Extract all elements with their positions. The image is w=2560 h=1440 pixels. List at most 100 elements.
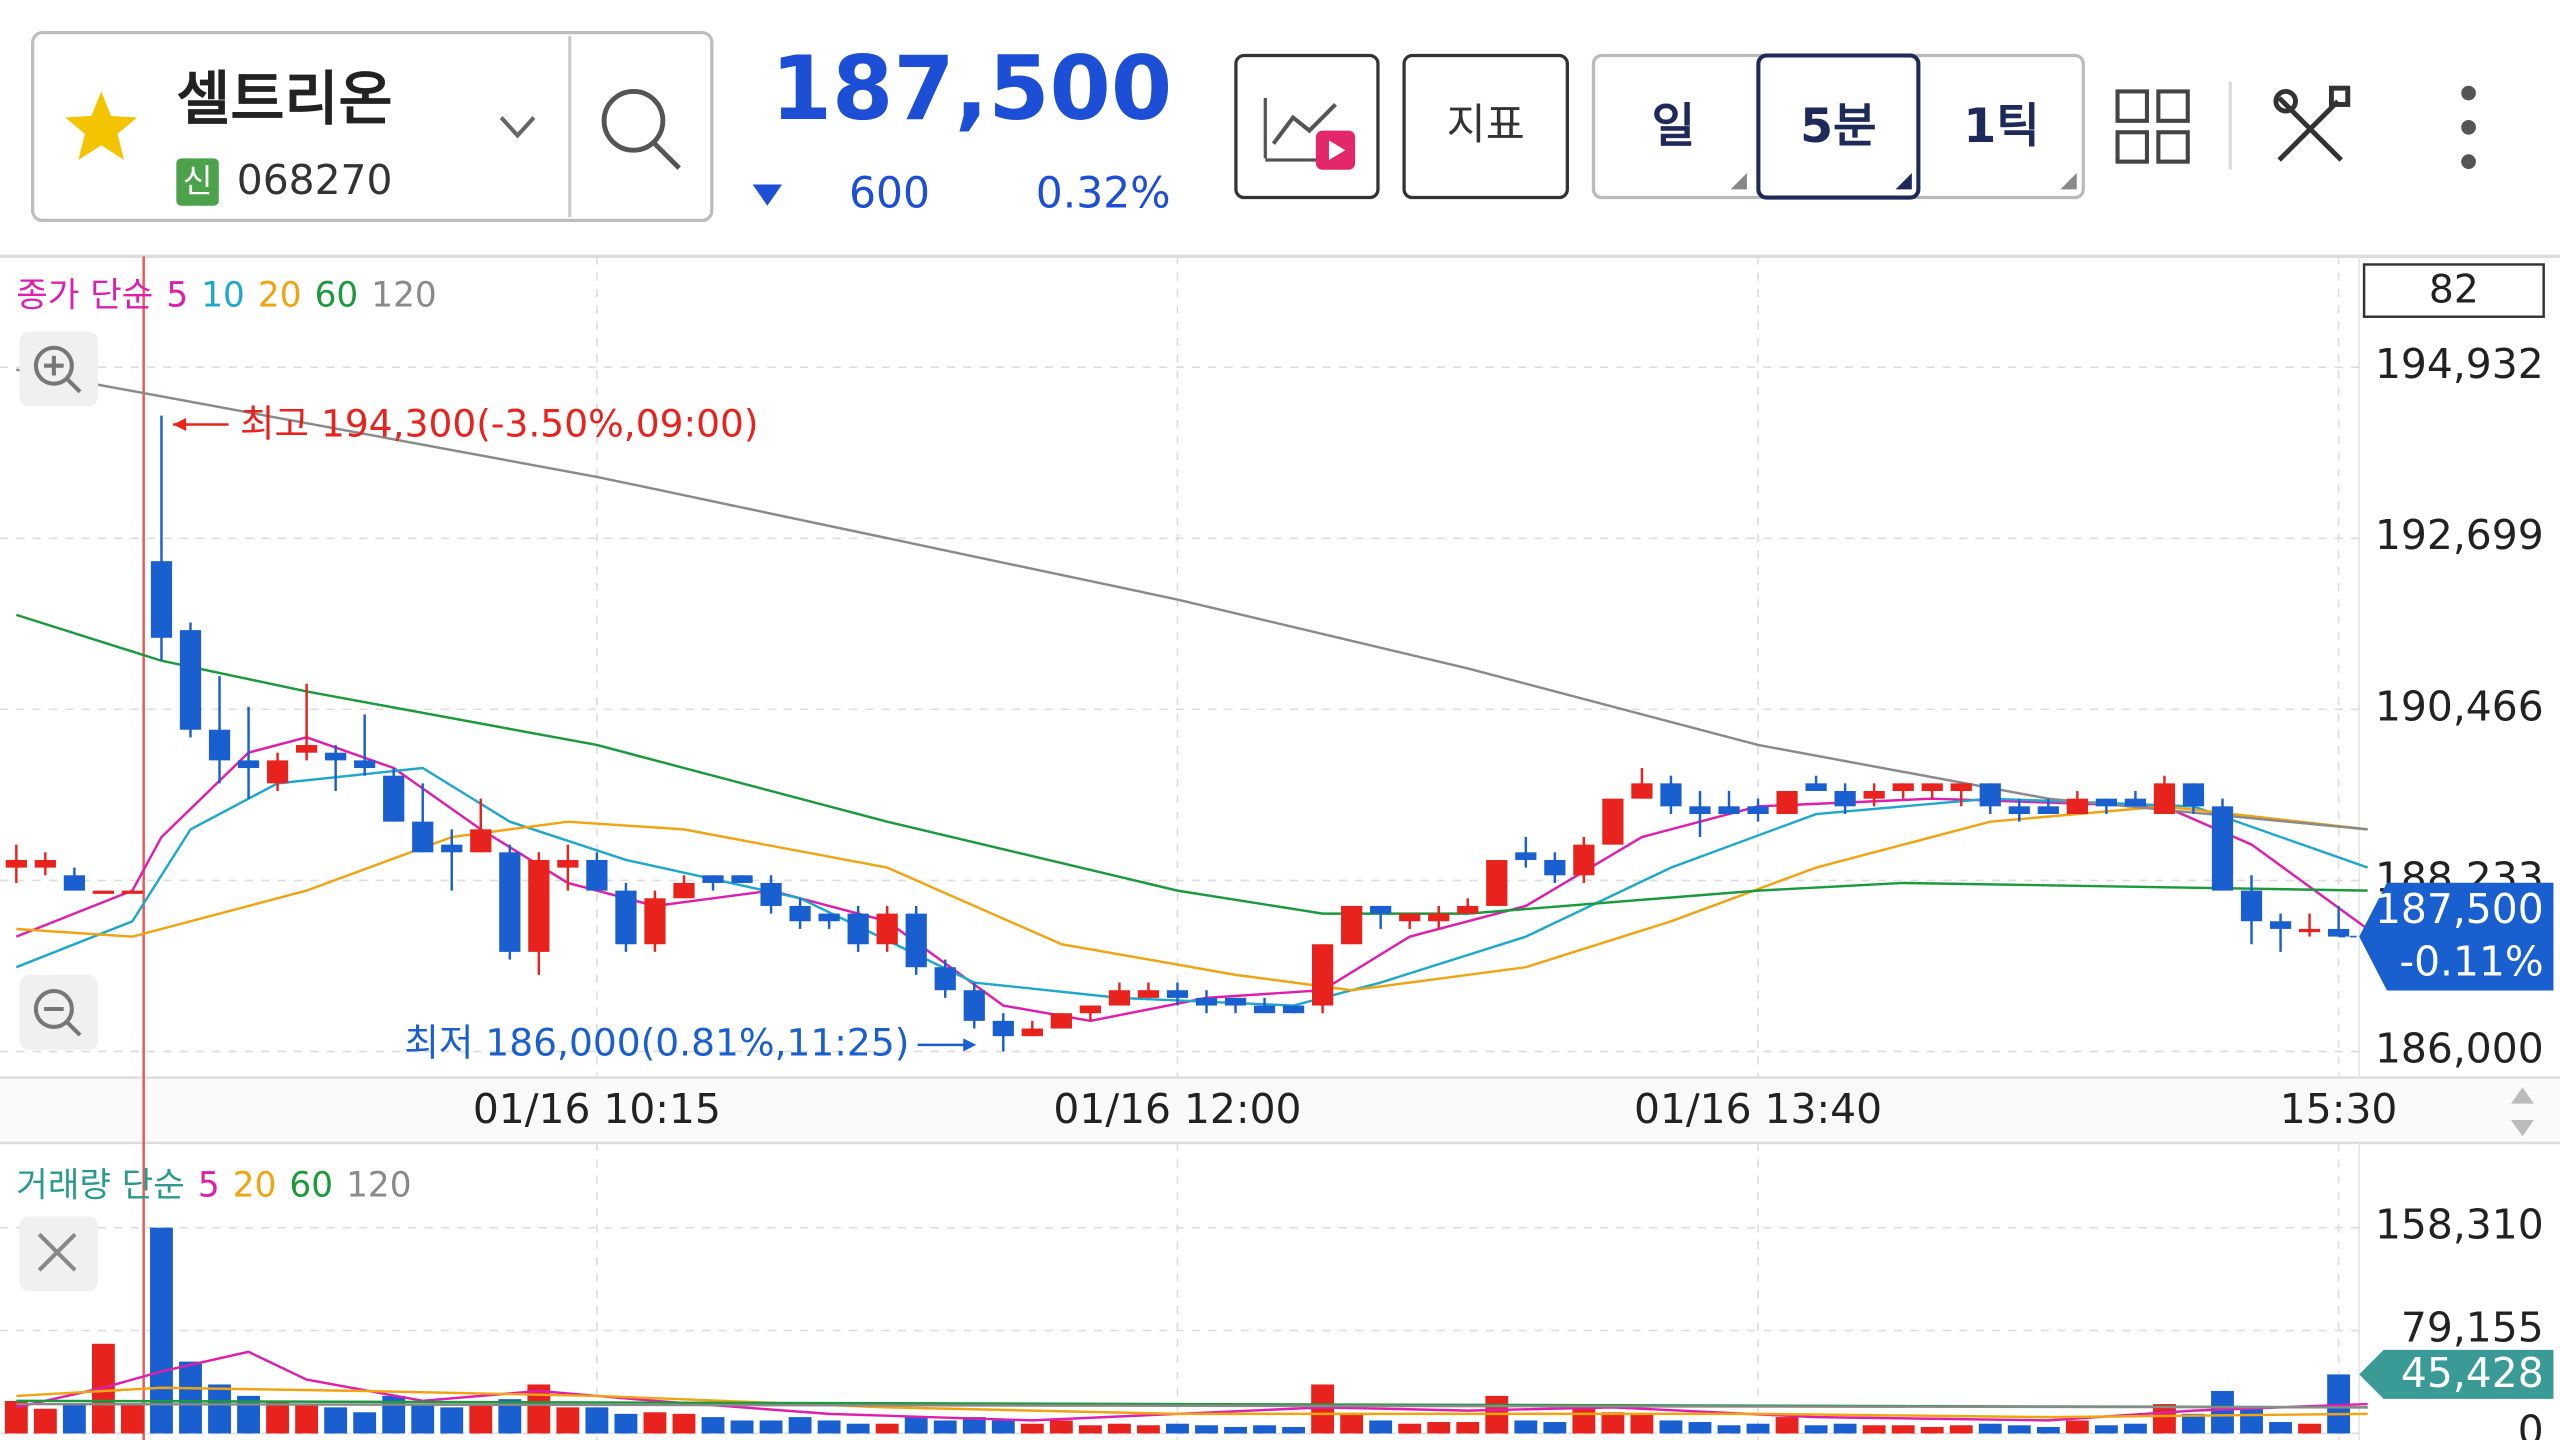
indicator-label[interactable]: 지표 [1447, 101, 1525, 150]
volume-bar [1253, 1425, 1276, 1434]
candle-body [615, 890, 637, 945]
volume-bar [1107, 1423, 1131, 1434]
dropdown-chevron[interactable] [499, 116, 536, 139]
candle-body [1399, 913, 1421, 922]
candle-body [1428, 913, 1450, 922]
volume-bar [1572, 1407, 1596, 1434]
indicator-value: 82 [2429, 268, 2479, 313]
x-tick-label: 01/16 10:15 [473, 1085, 721, 1133]
candle-body [2328, 928, 2350, 937]
legend-entry: 120 [346, 1165, 411, 1205]
volume-bar [2007, 1425, 2031, 1434]
volume-bar [1543, 1422, 1567, 1434]
volume-bar [2065, 1420, 2089, 1434]
period-button[interactable]: 5분 [1800, 99, 1876, 154]
volume-bar [1949, 1425, 1973, 1434]
candle-body [528, 859, 550, 952]
scroll-arrows[interactable] [2511, 1087, 2534, 1137]
candle-body [1079, 1005, 1101, 1014]
more-icon[interactable] [2461, 85, 2476, 169]
candle-body [2211, 806, 2234, 891]
zoom-out-button[interactable] [19, 974, 98, 1050]
candle-body [1660, 783, 1682, 807]
volume-bar [324, 1407, 348, 1434]
current-price: 187,500 [771, 37, 1173, 140]
icon [1271, 103, 1337, 145]
candle-body [1921, 783, 1943, 792]
last-volume-tag [2359, 1349, 2554, 1399]
volume-bar [817, 1420, 841, 1434]
period-button[interactable]: 일 [1652, 99, 1696, 154]
period-selected[interactable] [1756, 53, 1921, 200]
indicator-button[interactable] [1402, 53, 1569, 200]
y-tick-label: 190,466 [2375, 682, 2544, 730]
candle-body [34, 859, 56, 868]
corner-mark [1730, 173, 1747, 190]
y-tick-label: 194,932 [2375, 340, 2544, 388]
favorite-star[interactable] [65, 91, 138, 160]
candle-body [63, 875, 85, 891]
candle-body [499, 852, 521, 952]
volume-bar [1369, 1420, 1393, 1434]
candle-body [1979, 783, 2001, 807]
last-price-tag [2359, 882, 2554, 991]
volume-bar [1049, 1420, 1073, 1434]
volume-bar [33, 1408, 57, 1434]
volume-bar [614, 1413, 638, 1434]
volume-bar [1746, 1423, 1770, 1434]
candle-body [644, 898, 666, 945]
volume-bar [1311, 1384, 1335, 1434]
volume-bar [1282, 1426, 1306, 1434]
price-change: 600 [849, 169, 930, 218]
ma-line [16, 368, 2368, 831]
candle-body [237, 760, 260, 769]
volume-bar [672, 1413, 696, 1434]
search-icon[interactable] [601, 88, 666, 153]
icon [33, 988, 74, 1029]
volume-bar [440, 1407, 464, 1434]
volume-bar [2211, 1390, 2234, 1434]
volume-bar [62, 1404, 86, 1434]
candle-body [1892, 783, 1914, 792]
candle-body [2037, 806, 2059, 814]
candle-body [1515, 852, 1537, 860]
candle-body [1747, 806, 1769, 814]
period-button[interactable]: 1틱 [1963, 99, 2039, 154]
volume-bar [2123, 1423, 2147, 1434]
tools-icon[interactable] [2273, 85, 2351, 162]
candle-body [1863, 791, 1885, 799]
legend-entry: 20 [233, 1165, 277, 1205]
volume-bar [1775, 1417, 1799, 1434]
candle-body [1631, 783, 1653, 799]
legend-entry: 60 [289, 1165, 333, 1205]
candle-body [731, 875, 753, 883]
volume-bar [643, 1412, 667, 1434]
volume-bar [1717, 1425, 1741, 1434]
candle-body [1137, 990, 1160, 998]
last-volume-label: 45,428 [2401, 1349, 2544, 1397]
volume-bar [1688, 1422, 1712, 1434]
legend-entry: 20 [258, 276, 302, 316]
layout-icon[interactable] [2115, 89, 2190, 164]
candle-body [92, 890, 115, 894]
volume-bar [759, 1420, 783, 1434]
candle-body [1282, 1005, 1305, 1014]
x-axis-band [0, 1077, 2560, 1143]
volume-bar [991, 1420, 1015, 1434]
ma-line [15, 613, 2368, 915]
candle-body [963, 990, 985, 1021]
candle-body [586, 859, 608, 891]
volume-bar [933, 1420, 957, 1434]
last-price-label: 187,500 [2375, 885, 2544, 933]
volume-bar [2182, 1413, 2205, 1434]
volume-bar [1166, 1423, 1189, 1434]
candle-body [1166, 990, 1189, 998]
candle-body [1776, 791, 1798, 814]
zoom-in-button[interactable] [19, 331, 98, 407]
volume-bar [1020, 1423, 1044, 1434]
candle-body [1834, 791, 1856, 807]
stock-name: 셀트리온 [176, 64, 392, 133]
ma-line [15, 736, 2369, 1023]
y-tick-label: 158,310 [2375, 1201, 2544, 1249]
